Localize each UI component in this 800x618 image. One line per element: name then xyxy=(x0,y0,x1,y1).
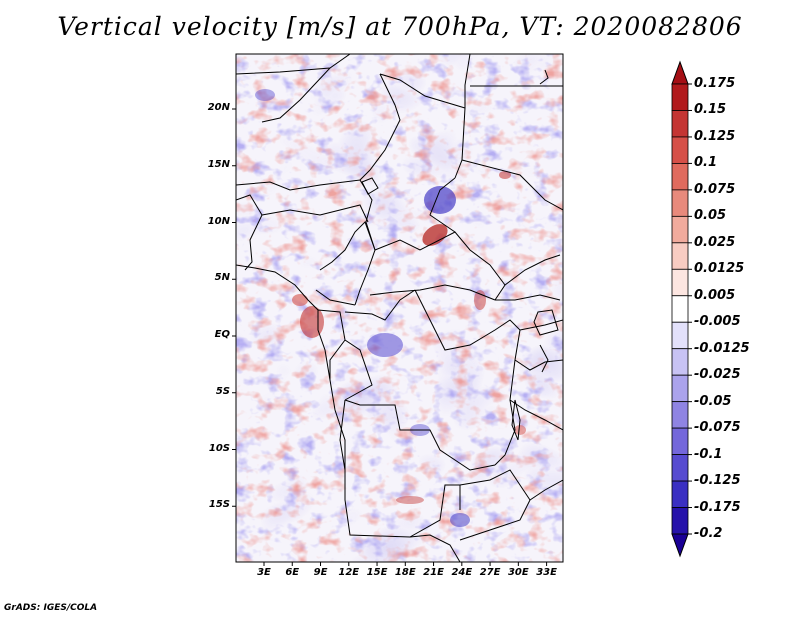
colorbar-segment xyxy=(671,401,689,429)
lat-tick-label: 15S xyxy=(208,499,230,511)
colorbar-label: 0.1 xyxy=(694,155,718,171)
colorbar-segment xyxy=(671,374,689,403)
colorbar-label: -0.125 xyxy=(694,473,741,489)
lat-tick-label: 15N xyxy=(207,158,230,170)
colorbar-label: 0.025 xyxy=(694,234,736,250)
strong-ascent-areas xyxy=(292,171,526,504)
colorbar-label: -0.1 xyxy=(694,446,723,462)
lat-tick-label: 5S xyxy=(215,385,230,397)
colorbar-segment xyxy=(671,321,689,350)
colorbar-label: 0.125 xyxy=(694,128,736,144)
colorbar-segment xyxy=(671,348,689,376)
colorbar-label: -0.175 xyxy=(694,499,741,515)
colorbar-label: 0.175 xyxy=(694,76,736,91)
lat-tick-label: EQ xyxy=(214,329,230,340)
colorbar-segment xyxy=(671,480,689,508)
colorbar-label: -0.0125 xyxy=(694,340,750,356)
lat-tick-label: 5N xyxy=(214,272,230,284)
lon-tick-label: 6E xyxy=(285,567,300,578)
colorbar-segment xyxy=(671,242,689,270)
lon-tick-label: 12E xyxy=(338,567,360,578)
colorbar-label: -0.05 xyxy=(694,393,732,409)
lon-tick-label: 27E xyxy=(479,567,501,578)
colorbar-label: 0.0125 xyxy=(694,261,745,277)
colorbar-segment xyxy=(671,507,689,535)
colorbar-label: -0.025 xyxy=(694,367,741,383)
colorbar-label: -0.075 xyxy=(694,420,741,436)
lon-tick-label: 30E xyxy=(507,567,529,578)
colorbar-max-arrow xyxy=(671,60,689,85)
vertical-velocity-field xyxy=(236,54,563,562)
lat-tick-label: 20N xyxy=(207,102,230,113)
lon-tick-label: 15E xyxy=(366,567,388,578)
colorbar-segment xyxy=(671,136,689,164)
colorbar-segment xyxy=(671,295,689,323)
colorbar-segment xyxy=(671,268,689,297)
lon-tick-label: 21E xyxy=(423,567,444,578)
colorbar-segment xyxy=(671,163,689,191)
colorbar-min-arrow xyxy=(671,533,689,558)
colorbar xyxy=(671,60,692,558)
grads-credit: GrADS: IGES/COLA xyxy=(4,603,98,613)
colorbar-label: 0.15 xyxy=(694,102,727,118)
axis-ticks xyxy=(232,108,548,566)
colorbar-label: -0.2 xyxy=(694,526,723,541)
colorbar-label: 0.075 xyxy=(694,181,736,197)
colorbar-segment xyxy=(671,189,689,217)
country-borders xyxy=(236,54,563,562)
colorbar-label: 0.005 xyxy=(694,287,736,303)
colorbar-label: -0.005 xyxy=(694,314,741,330)
lat-tick-label: 10S xyxy=(208,442,230,454)
lon-tick-label: 9E xyxy=(313,567,328,578)
lat-tick-label: 10N xyxy=(207,215,230,227)
colorbar-segment xyxy=(671,110,689,138)
colorbar-segment xyxy=(671,427,689,455)
colorbar-label: 0.05 xyxy=(694,208,727,224)
map-frame xyxy=(235,53,564,563)
lon-tick-label: 24E xyxy=(451,567,473,578)
lon-tick-label: 3E xyxy=(257,567,271,578)
lon-tick-label: 33E xyxy=(536,567,557,578)
lon-tick-label: 18E xyxy=(394,567,416,578)
colorbar-segment xyxy=(671,454,689,482)
map-title: Vertical velocity [m/s] at 700hPa, VT: 2… xyxy=(57,12,743,41)
colorbar-segment xyxy=(671,83,689,111)
colorbar-segment xyxy=(671,215,689,244)
